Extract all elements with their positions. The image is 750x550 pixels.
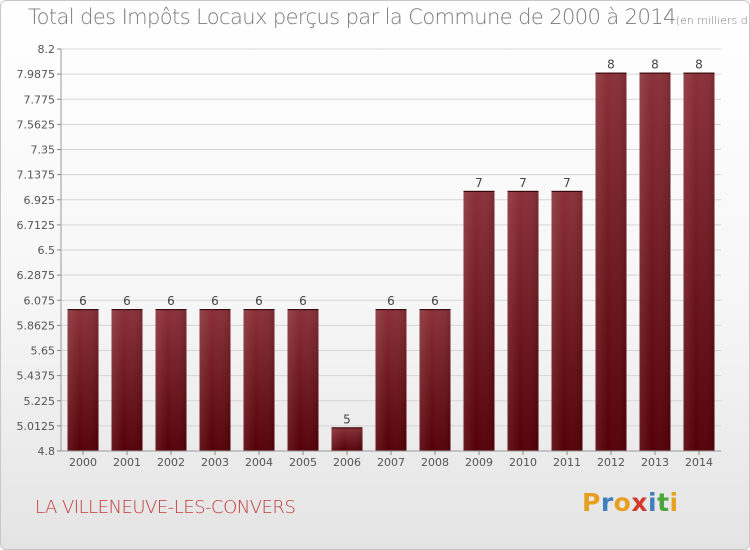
- chart-title-block: Total des Impôts Locaux perçus par la Co…: [28, 5, 750, 29]
- y-tick-label: 7.35: [31, 144, 56, 157]
- bar-shading: [111, 309, 143, 451]
- value-labels: 6 6 6 6 6 6 5 6 6 7 7 7 8 8 8: [79, 58, 703, 427]
- y-tick-label: 7.1375: [17, 169, 56, 182]
- y-tick-label: 7.9875: [17, 68, 56, 81]
- logo-letter: i: [648, 488, 658, 517]
- x-tick-label: 2013: [641, 456, 669, 469]
- y-tick-label: 5.0125: [17, 420, 56, 433]
- x-tick-label: 2001: [113, 456, 141, 469]
- bar-shading: [375, 309, 407, 451]
- bar-shading: [507, 190, 539, 451]
- bar-shading: [595, 72, 627, 451]
- bar-value-label: 8: [607, 58, 615, 72]
- bar-value-label: 7: [475, 176, 483, 190]
- bar-value-label: 8: [695, 58, 703, 72]
- x-tick-label: 2008: [421, 456, 449, 469]
- bar-shading: [639, 72, 671, 451]
- x-tick-label: 2003: [201, 456, 229, 469]
- logo-letter: i: [669, 488, 679, 517]
- x-tick-label: 2002: [157, 456, 185, 469]
- y-tick-label: 6.5: [38, 244, 56, 257]
- proxiti-logo: Proxiti: [582, 488, 679, 517]
- y-tick-label: 8.2: [38, 43, 56, 56]
- bar-value-label: 6: [431, 294, 439, 308]
- x-tick-label: 2006: [333, 456, 361, 469]
- logo-letter: P: [582, 488, 601, 517]
- x-tick-label: 2007: [377, 456, 405, 469]
- bar-value-label: 6: [79, 294, 87, 308]
- bar-shading: [155, 309, 187, 451]
- bar-value-label: 6: [123, 294, 131, 308]
- logo-letter: r: [600, 488, 614, 517]
- x-tick-labels: 2000 2001 2002 2003 2004 2005 2006 2007 2008 2009…: [69, 451, 713, 469]
- y-tick-label: 6.925: [24, 194, 56, 207]
- y-tick-label: 5.225: [24, 395, 56, 408]
- x-tick-label: 2004: [245, 456, 273, 469]
- y-tick-label: 7.775: [24, 93, 56, 106]
- commune-name: LA VILLENEUVE-LES-CONVERS: [35, 497, 296, 518]
- y-tick-label: 6.075: [24, 294, 56, 307]
- bar-shading: [331, 427, 363, 451]
- y-tick-label: 6.7125: [17, 219, 56, 232]
- bar-shading: [199, 309, 231, 451]
- y-tick-label: 5.8625: [17, 319, 56, 332]
- bar-value-label: 6: [387, 294, 395, 308]
- chart-title: Total des Impôts Locaux perçus par la Co…: [28, 5, 676, 29]
- bar-value-label: 5: [343, 412, 351, 426]
- y-tick-label: 6.2875: [17, 269, 56, 282]
- x-tick-label: 2010: [509, 456, 537, 469]
- logo-letter: t: [657, 488, 670, 517]
- logo-letter: x: [631, 488, 648, 517]
- bars-group: [67, 72, 715, 451]
- bar-shading: [419, 309, 451, 451]
- bar-shading: [551, 190, 583, 451]
- x-tick-label: 2012: [597, 456, 625, 469]
- x-tick-label: 2000: [69, 456, 97, 469]
- bar-value-label: 8: [651, 58, 659, 72]
- y-tick-label: 4.8: [38, 445, 56, 458]
- logo-letter: o: [613, 488, 632, 517]
- bar-value-label: 6: [211, 294, 219, 308]
- bar-shading: [683, 72, 715, 451]
- bar-shading: [287, 309, 319, 451]
- bar-shading: [67, 309, 99, 451]
- y-tick-label: 7.5625: [17, 118, 56, 131]
- y-tick-labels: 4.8 5.0125 5.225 5.4375 5.65 5.8625 6.075 6.287…: [17, 43, 56, 458]
- bar-shading: [463, 190, 495, 451]
- x-tick-label: 2011: [553, 456, 581, 469]
- bar-value-label: 7: [519, 176, 527, 190]
- bar-value-label: 6: [299, 294, 307, 308]
- bar-value-label: 6: [255, 294, 263, 308]
- bar-value-label: 7: [563, 176, 571, 190]
- y-tick-label: 5.4375: [17, 370, 56, 383]
- bar-value-label: 6: [167, 294, 175, 308]
- y-tick-label: 5.65: [31, 345, 56, 358]
- x-tick-label: 2009: [465, 456, 493, 469]
- x-tick-label: 2014: [685, 456, 713, 469]
- x-tick-label: 2005: [289, 456, 317, 469]
- bar-shading: [243, 309, 275, 451]
- chart-subtitle: (en milliers d'€): [675, 14, 750, 27]
